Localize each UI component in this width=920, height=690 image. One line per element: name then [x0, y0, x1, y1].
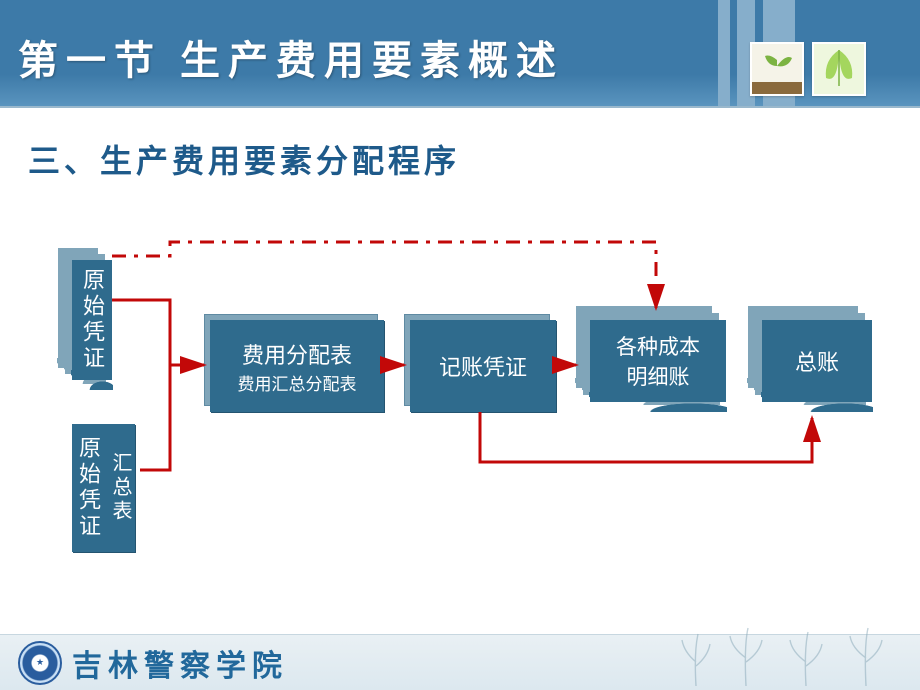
edge — [112, 300, 170, 365]
node-label: 原始凭证 — [72, 436, 104, 540]
edge — [140, 365, 170, 470]
node-accounting-voucher: 记账凭证 — [410, 320, 556, 412]
node-source-voucher-2: 原始凭证 汇总表 — [72, 424, 135, 552]
thumb-leaf-icon — [812, 42, 866, 96]
plants-decor-icon — [676, 622, 906, 686]
slide-header: 第一节 生产费用要素概述 — [0, 0, 920, 108]
institution-name: 吉林警察学院 — [72, 641, 288, 685]
node-sublabel: 明细账 — [627, 361, 690, 391]
node-cost-detail-ledger: 各种成本 明细账 — [590, 320, 726, 402]
edge — [480, 412, 812, 462]
thumb-sprout-icon — [750, 42, 804, 96]
node-source-voucher-1: 原始凭证 — [72, 260, 112, 380]
node-general-ledger: 总账 — [762, 320, 872, 402]
institution-badge-icon: ★ — [18, 641, 62, 685]
node-label: 费用分配表 — [242, 338, 352, 370]
node-allocation-table: 费用分配表 费用汇总分配表 — [210, 320, 384, 412]
edge-dashed — [112, 242, 656, 308]
node-label: 原始凭证 — [76, 268, 108, 372]
flowchart: 原始凭证 原始凭证 汇总表 费用分配表 费用汇总分配表 记账凭证 各种成本 明细… — [0, 230, 920, 570]
slide-footer: ★ 吉林警察学院 — [0, 634, 920, 690]
section-subtitle: 三、生产费用要素分配程序 — [28, 136, 920, 182]
node-label: 各种成本 — [616, 331, 700, 361]
node-label: 记账凭证 — [439, 350, 527, 382]
node-label: 总账 — [795, 345, 839, 377]
node-label-extra: 汇总表 — [106, 452, 135, 524]
node-sublabel: 费用汇总分配表 — [238, 370, 357, 395]
